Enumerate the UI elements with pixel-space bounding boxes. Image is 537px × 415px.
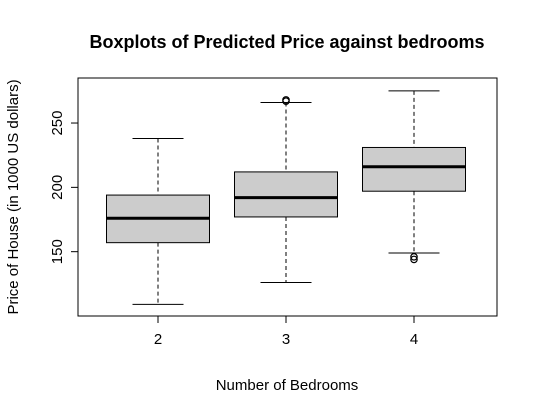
x-tick-label: 4 — [410, 331, 418, 348]
y-axis-label: Price of House (in 1000 US dollars) — [5, 79, 22, 314]
outlier-point — [410, 255, 418, 264]
x-axis: 2 3 4 — [154, 315, 418, 348]
box-3 — [234, 96, 338, 284]
y-tick-label: 150 — [49, 239, 66, 264]
outlier-point — [410, 253, 418, 261]
outlier-point — [282, 96, 290, 104]
y-tick-label: 250 — [49, 111, 66, 136]
y-tick-label: 200 — [49, 175, 66, 200]
box-2 — [106, 137, 210, 305]
chart-title: Boxplots of Predicted Price against bedr… — [89, 32, 484, 52]
iqr-box — [362, 146, 466, 192]
y-axis: 150 200 250 — [49, 111, 79, 264]
box-4 — [362, 90, 466, 264]
plot-area — [106, 90, 466, 305]
iqr-box — [234, 171, 338, 218]
x-tick-label: 2 — [154, 331, 162, 348]
x-tick-label: 3 — [282, 331, 290, 348]
x-axis-label: Number of Bedrooms — [216, 377, 359, 394]
